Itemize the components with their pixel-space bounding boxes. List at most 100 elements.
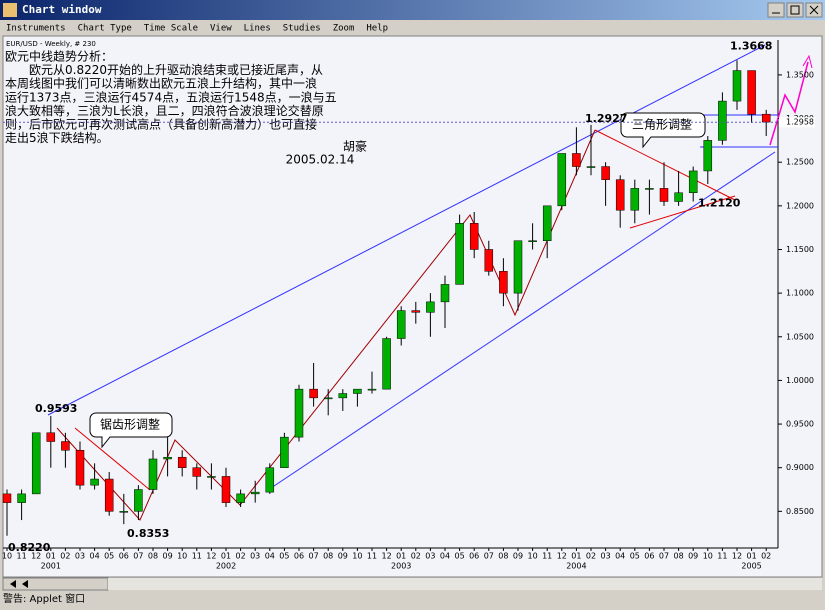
x-tick-label: 07 [309, 552, 319, 561]
x-tick-label: 02 [236, 552, 246, 561]
x-tick-label: 08 [323, 552, 333, 561]
x-tick-label: 10 [352, 552, 362, 561]
x-tick-label: 03 [250, 552, 260, 561]
candle-body [192, 467, 202, 477]
candle-body [90, 478, 99, 486]
callout-zigzag: 锯齿形调整 [89, 412, 173, 449]
candle-body [674, 192, 683, 202]
x-tick-label: 08 [148, 552, 158, 561]
x-tick-label: 01 [396, 552, 406, 561]
price-annotation: 1.3668 [730, 39, 772, 52]
candle-body [2, 493, 12, 503]
x-tick-label: 05 [455, 552, 465, 561]
candle-body [718, 100, 727, 141]
x-tick-label: 12 [732, 552, 742, 561]
y-tick-label: 1.3500 [786, 70, 814, 79]
year-label: 2003 [391, 562, 411, 571]
window-buttons[interactable] [767, 2, 823, 18]
candle-body [104, 478, 114, 512]
x-tick-label: 02 [586, 552, 596, 561]
x-tick-label: 10 [528, 552, 538, 561]
candle-body [557, 153, 567, 207]
candle-body [207, 476, 216, 478]
candle-body [221, 476, 231, 503]
x-tick-label: 01 [221, 552, 231, 561]
x-tick-label: 05 [104, 552, 114, 561]
menu-item[interactable]: View [210, 24, 232, 34]
analysis-line: 本周线图中我们可以清晰数出欧元五浪上升结构，其中一浪 [5, 76, 317, 91]
x-tick-label: 05 [279, 552, 289, 561]
window-title: Chart window [22, 3, 102, 16]
minimize-button[interactable] [767, 2, 785, 18]
candle-body [250, 491, 260, 495]
analysis-line: 欧元中线趋势分析： [5, 49, 113, 64]
candle-body [163, 456, 172, 460]
menu-item[interactable]: Instruments [6, 24, 66, 34]
candle-body [323, 397, 333, 400]
x-tick-label: 09 [513, 552, 523, 561]
candle-body [353, 388, 362, 394]
candle-body [513, 240, 523, 294]
menu-item[interactable]: Studies [283, 24, 321, 34]
candle-body [484, 249, 494, 272]
x-tick-label: 05 [630, 552, 640, 561]
menu-item[interactable]: Zoom [333, 24, 355, 34]
menu-item[interactable]: Time Scale [144, 24, 198, 34]
scrollbar[interactable] [2, 577, 822, 591]
x-tick-label: 01 [571, 552, 581, 561]
candle-body [396, 310, 406, 339]
candle-body [761, 113, 771, 123]
price-annotation: 0.9593 [35, 402, 77, 415]
x-tick-label: 07 [659, 552, 669, 561]
x-tick-label: 08 [674, 552, 684, 561]
x-tick-label: 09 [338, 552, 348, 561]
price-annotation: 1.2927 [585, 112, 627, 125]
candle-body [469, 223, 479, 250]
candle-body [688, 170, 698, 193]
date: 2005.02.14 [286, 153, 355, 167]
candle-body [615, 179, 625, 211]
candle-body [367, 388, 377, 391]
analysis-line: 欧元从0.8220开始的上升驱动浪结束或已接近尾声，从 [5, 62, 323, 77]
candle-body [17, 493, 26, 503]
x-tick-label: 09 [163, 552, 173, 561]
candle-body [572, 153, 581, 167]
y-tick-label: 0.8500 [786, 507, 814, 516]
candle-body [280, 436, 289, 468]
x-tick-label: 02 [60, 552, 70, 561]
x-tick-label: 06 [119, 552, 129, 561]
y-tick-label: 0.9000 [786, 463, 814, 472]
x-tick-label: 07 [133, 552, 143, 561]
x-tick-label: 01 [46, 552, 56, 561]
x-tick-label: 03 [601, 552, 611, 561]
candle-body [732, 70, 742, 102]
menu-item[interactable]: Chart Type [78, 24, 132, 34]
candle-body [630, 188, 640, 211]
candle-body [46, 432, 56, 442]
year-label: 2004 [566, 562, 586, 571]
x-tick-label: 11 [17, 552, 27, 561]
y-tick-label: 0.9500 [786, 420, 814, 429]
candle-body [455, 223, 464, 285]
plot [2, 60, 771, 536]
maximize-button[interactable] [786, 2, 804, 18]
analysis-line: 走出5浪下跌结构。 [5, 130, 109, 145]
menu-item[interactable]: Lines [244, 24, 271, 34]
author: 胡豪 [343, 139, 367, 154]
x-tick-label: 10 [2, 552, 12, 561]
year-label: 2005 [741, 562, 761, 571]
x-tick-label: 12 [206, 552, 216, 561]
y-tick-label: 1.1500 [786, 245, 814, 254]
callout-triangle: 三角形调整 [620, 112, 706, 149]
candle-body [440, 284, 450, 303]
candle-body [586, 166, 596, 168]
candle-body [659, 188, 669, 202]
x-tick-label: 08 [498, 552, 508, 561]
window-icon [3, 3, 17, 17]
candle-body [601, 166, 610, 180]
price-annotation: 0.8220 [8, 541, 51, 554]
x-tick-label: 12 [382, 552, 392, 561]
menu-item[interactable]: Help [366, 24, 388, 34]
